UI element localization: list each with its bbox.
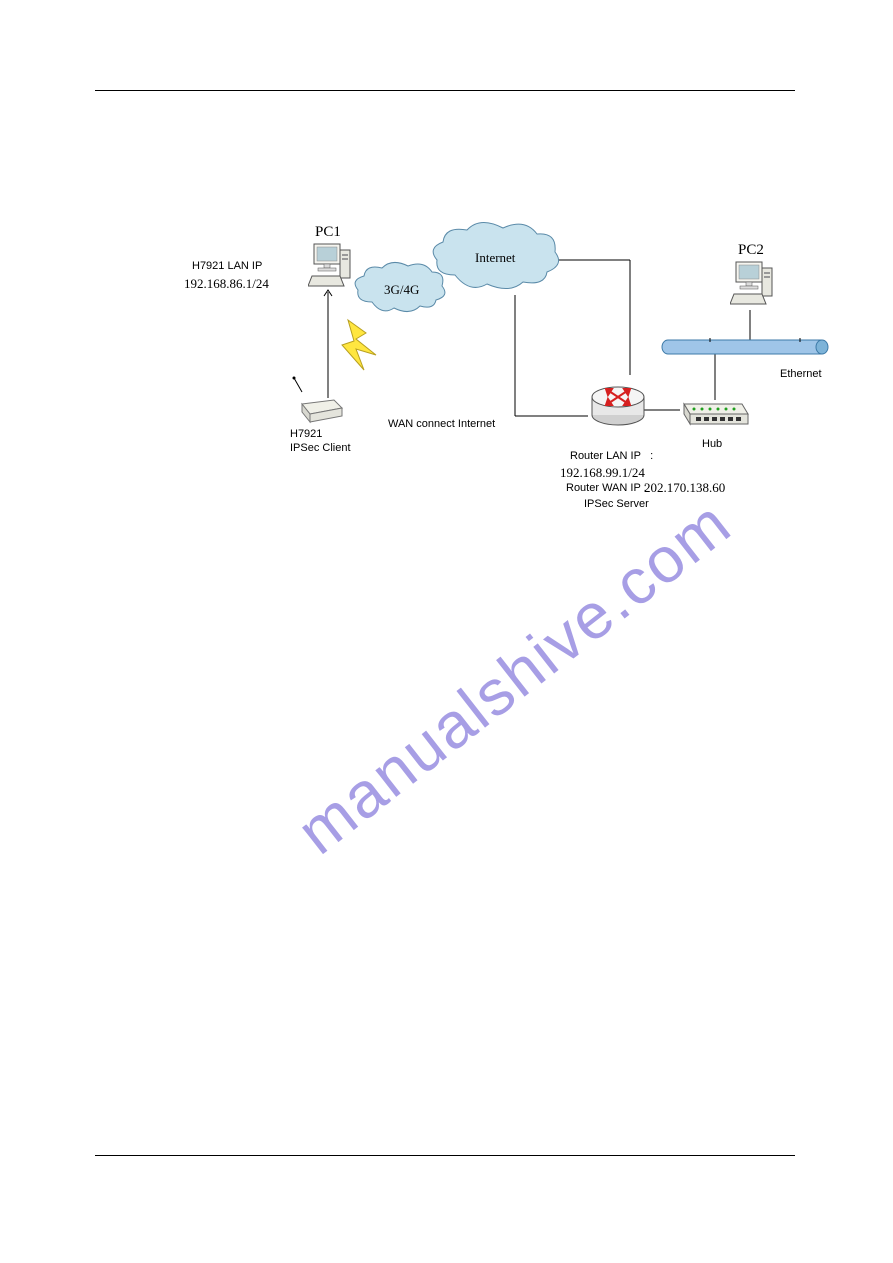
router-wan-ip-value: 202.170.138.60 [644,480,725,496]
top-divider [95,90,795,91]
router-lan-ip-label-text: Router LAN IP [570,450,641,462]
ipsec-client-label: IPSec Client [290,442,351,454]
router-wan-ip-label: Router WAN IP : [566,482,647,494]
cellular-label: 3G/4G [384,282,419,298]
router-icon [588,375,648,431]
router-lan-ip-value: 192.168.99.1/24 [560,465,645,481]
pc2-icon [730,258,776,310]
network-diagram: Internet 3G/4G [190,200,830,540]
hub-label: Hub [702,438,722,450]
bottom-divider [95,1155,795,1156]
cellular-cloud: 3G/4G [350,260,450,320]
lightning-icon [338,315,388,385]
h7921-device-icon [298,398,346,426]
hub-icon [678,398,750,428]
internet-label: Internet [475,250,515,266]
page: Internet 3G/4G [0,0,893,1263]
h7921-name: H7921 [290,428,322,440]
pc2-label: PC2 [738,242,764,259]
pc1-icon [308,240,354,292]
ipsec-server-label: IPSec Server [584,498,649,510]
router-lan-ip-label: Router LAN IP : [570,450,653,462]
h7921-lan-ip-label: H7921 LAN IP [192,260,262,272]
pc1-label: PC1 [315,224,341,241]
ethernet-label: Ethernet [780,368,822,380]
ethernet-bar-icon [660,338,830,356]
watermark-text: manualshive.com [283,485,745,868]
h7921-lan-ip-value: 192.168.86.1/24 [184,276,269,292]
wan-connect-label: WAN connect Internet [388,418,495,430]
